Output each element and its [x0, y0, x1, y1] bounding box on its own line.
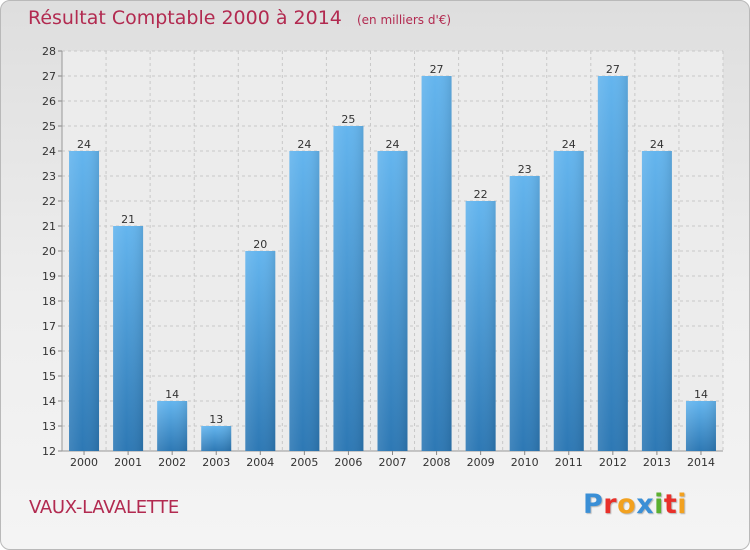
data-label-2007: 24	[386, 138, 400, 151]
bar-shade-2004	[245, 251, 276, 451]
bar-shade-2008	[421, 76, 452, 451]
y-tick-label: 12	[42, 445, 56, 458]
bar-shade-2002	[157, 401, 188, 451]
data-label-2006: 25	[341, 113, 355, 126]
y-tick-label: 21	[42, 220, 56, 233]
data-label-2001: 21	[121, 213, 135, 226]
y-tick-label: 28	[42, 45, 56, 58]
bar-shade-2005	[289, 151, 320, 451]
y-tick-label: 27	[42, 70, 56, 83]
y-tick-label: 25	[42, 120, 56, 133]
bar-shade-2003	[201, 426, 232, 451]
y-tick-label: 19	[42, 270, 56, 283]
y-tick-label: 22	[42, 195, 56, 208]
logo-letter: r	[603, 489, 618, 520]
x-tick-label-2009: 2009	[467, 456, 495, 469]
y-tick-label: 17	[42, 320, 56, 333]
data-label-2005: 24	[297, 138, 311, 151]
logo-letter: P	[583, 489, 604, 520]
bar-shade-2009	[465, 201, 496, 451]
logo-letter: i	[654, 489, 664, 520]
y-tick-label: 13	[42, 420, 56, 433]
data-label-2013: 24	[650, 138, 664, 151]
bar-shade-2006	[333, 126, 364, 451]
data-label-2004: 20	[253, 238, 267, 251]
bar-shade-2013	[641, 151, 672, 451]
label-layer: 24 21 14 13 20 24 25 24 27 22 23 24 27 24 14	[77, 63, 708, 426]
logo-letter: o	[617, 489, 637, 520]
y-tick-label: 16	[42, 345, 56, 358]
chart-subtitle: (en milliers d'€)	[356, 13, 452, 27]
logo-letter: x	[636, 489, 655, 520]
x-tick-label-2011: 2011	[555, 456, 583, 469]
bar-shade-2007	[377, 151, 408, 451]
data-label-2011: 24	[562, 138, 576, 151]
data-label-2009: 22	[474, 188, 488, 201]
data-label-2014: 14	[694, 388, 708, 401]
data-label-2010: 23	[518, 163, 532, 176]
x-tick-label-2003: 2003	[202, 456, 230, 469]
logo-letter: i	[677, 489, 688, 520]
bar-layer	[69, 76, 716, 451]
y-tick-label: 14	[42, 395, 56, 408]
title-row: Résultat Comptable 2000 à 2014 (en milli…	[28, 7, 451, 29]
x-tick-label-2001: 2001	[114, 456, 142, 469]
commune-name: VAUX-LAVALETTE	[29, 497, 179, 518]
x-tick-label-2014: 2014	[687, 456, 715, 469]
bar-shade-2000	[69, 151, 100, 451]
x-tick-label-2008: 2008	[423, 456, 451, 469]
x-tick-label-2012: 2012	[599, 456, 627, 469]
x-tick-label-2006: 2006	[334, 456, 362, 469]
axis-layer: 12 13 14 15 16 17 18 19 20 21 22 23 24 25 26 27 28 2000 20…	[42, 45, 723, 469]
bar-shade-2001	[113, 226, 144, 451]
data-label-2002: 14	[165, 388, 179, 401]
y-tick-label: 15	[42, 370, 56, 383]
y-tick-label: 23	[42, 170, 56, 183]
y-tick-label: 20	[42, 245, 56, 258]
data-label-2003: 13	[209, 413, 223, 426]
x-tick-label-2010: 2010	[511, 456, 539, 469]
proxiti-logo: Proxiti	[583, 489, 687, 520]
logo-letter: t	[663, 489, 678, 520]
bar-shade-2014	[685, 401, 716, 451]
y-tick-label: 24	[42, 145, 56, 158]
y-tick-label: 18	[42, 295, 56, 308]
x-tick-label-2000: 2000	[70, 456, 98, 469]
y-tick-label: 26	[42, 95, 56, 108]
x-tick-label-2004: 2004	[246, 456, 274, 469]
data-label-2012: 27	[606, 63, 620, 76]
x-tick-label-2013: 2013	[643, 456, 671, 469]
bar-shade-2012	[597, 76, 628, 451]
x-tick-label-2007: 2007	[379, 456, 407, 469]
bar-shade-2011	[553, 151, 584, 451]
data-label-2000: 24	[77, 138, 91, 151]
chart-title: Résultat Comptable 2000 à 2014	[28, 7, 342, 29]
x-tick-label-2002: 2002	[158, 456, 186, 469]
bar-shade-2010	[509, 176, 540, 451]
data-label-2008: 27	[430, 63, 444, 76]
x-tick-label-2005: 2005	[290, 456, 318, 469]
